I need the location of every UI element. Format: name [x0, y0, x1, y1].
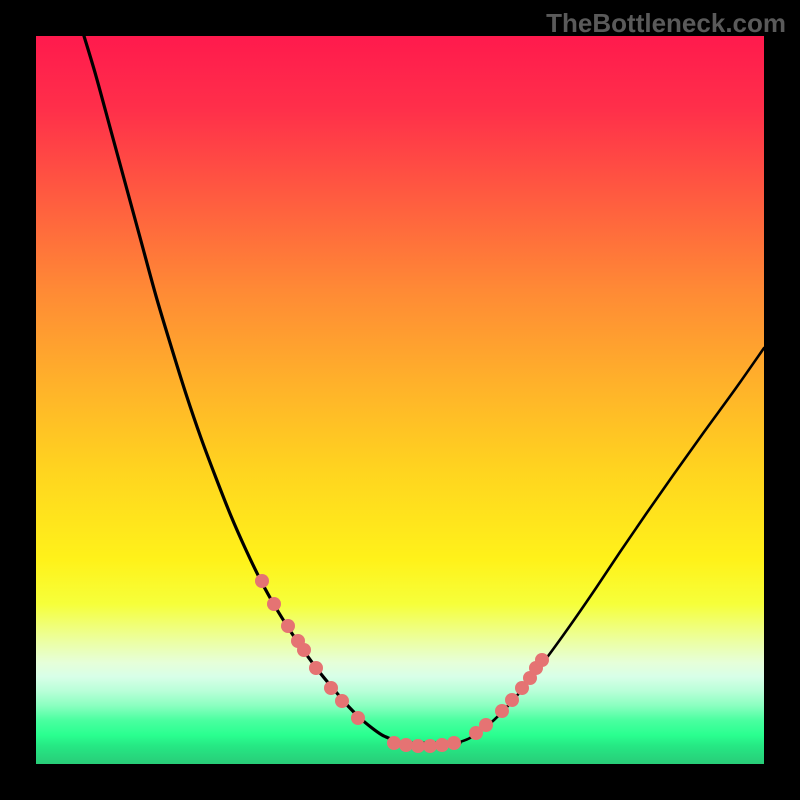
marker-dot	[435, 738, 449, 752]
marker-dot	[447, 736, 461, 750]
marker-dot	[479, 718, 493, 732]
marker-dot	[335, 694, 349, 708]
marker-dot	[267, 597, 281, 611]
marker-dot	[423, 739, 437, 753]
marker-dot	[495, 704, 509, 718]
marker-dot	[297, 643, 311, 657]
curve-right	[460, 348, 764, 742]
marker-dot	[505, 693, 519, 707]
chart-plot-area	[36, 36, 764, 764]
markers-right	[469, 653, 549, 740]
marker-dot	[324, 681, 338, 695]
markers-left	[255, 574, 365, 725]
watermark-text: TheBottleneck.com	[546, 8, 786, 39]
marker-dot	[351, 711, 365, 725]
marker-dot	[255, 574, 269, 588]
marker-dot	[387, 736, 401, 750]
chart-curve-layer	[36, 36, 764, 764]
marker-dot	[399, 738, 413, 752]
markers-floor	[387, 736, 461, 753]
marker-dot	[411, 739, 425, 753]
marker-dot	[309, 661, 323, 675]
curve-left	[84, 36, 398, 742]
marker-dot	[281, 619, 295, 633]
marker-dot	[535, 653, 549, 667]
